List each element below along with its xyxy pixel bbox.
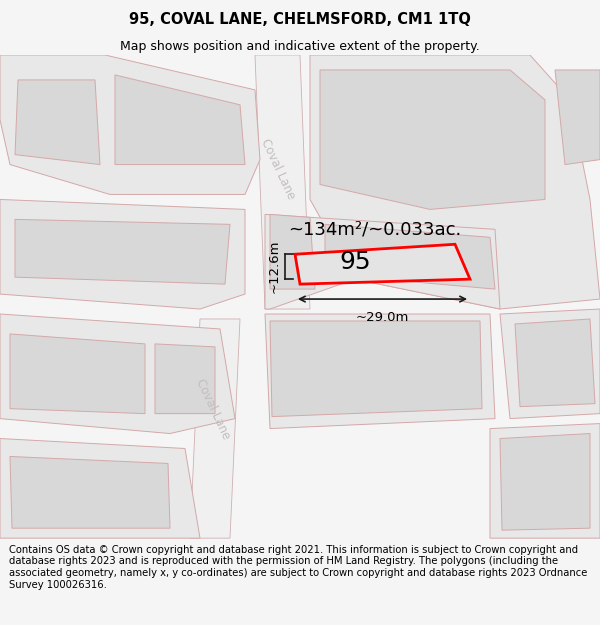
Polygon shape [295,244,470,284]
Text: 95: 95 [339,251,371,274]
Polygon shape [115,75,245,164]
Text: Contains OS data © Crown copyright and database right 2021. This information is : Contains OS data © Crown copyright and d… [9,545,587,589]
Polygon shape [15,219,230,284]
Text: ~29.0m: ~29.0m [356,311,409,324]
Text: ~12.6m: ~12.6m [268,240,281,293]
Polygon shape [255,55,310,309]
Polygon shape [10,456,170,528]
Polygon shape [155,344,215,414]
Text: Coval Lane: Coval Lane [193,376,233,441]
Polygon shape [555,70,600,164]
Polygon shape [270,321,482,417]
Text: Map shows position and indicative extent of the property.: Map shows position and indicative extent… [120,39,480,52]
Text: ~134m²/~0.033ac.: ~134m²/~0.033ac. [289,221,461,238]
Polygon shape [0,314,235,434]
Polygon shape [265,214,500,309]
Text: 95, COVAL LANE, CHELMSFORD, CM1 1TQ: 95, COVAL LANE, CHELMSFORD, CM1 1TQ [129,12,471,27]
Polygon shape [320,70,545,209]
Polygon shape [265,314,495,429]
Polygon shape [0,439,200,538]
Polygon shape [515,319,595,407]
Polygon shape [0,199,245,309]
Polygon shape [500,434,590,530]
Polygon shape [270,214,315,289]
Polygon shape [190,319,240,538]
Polygon shape [0,55,260,194]
Polygon shape [15,80,100,164]
Polygon shape [490,424,600,538]
Polygon shape [500,309,600,419]
Polygon shape [10,334,145,414]
Polygon shape [310,55,600,309]
Text: Coval Lane: Coval Lane [259,138,298,202]
Polygon shape [325,224,495,289]
